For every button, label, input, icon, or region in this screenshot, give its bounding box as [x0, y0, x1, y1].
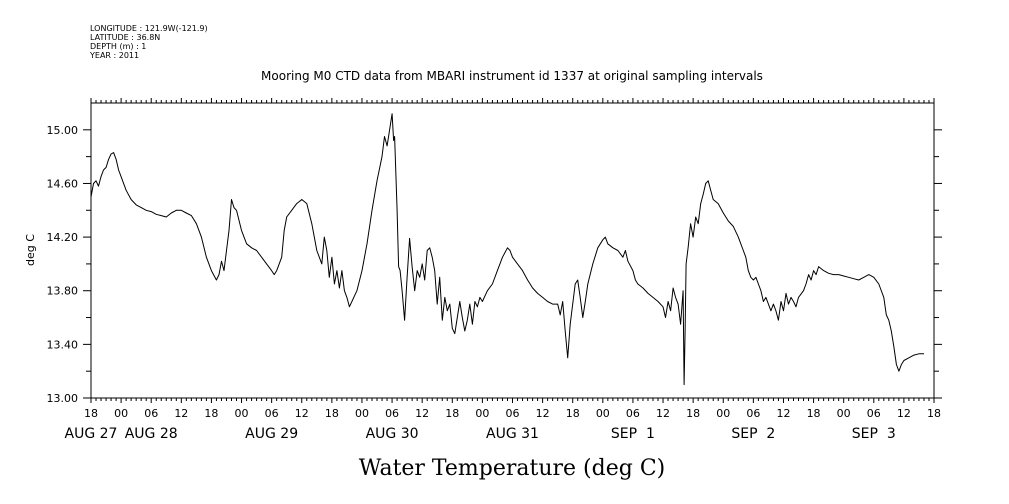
x-hour-label: 00 [475, 407, 489, 420]
x-hour-label: 18 [84, 407, 98, 420]
x-hour-label: 06 [746, 407, 760, 420]
x-hour-label: 06 [265, 407, 279, 420]
metadata-line-1: LATITUDE : 36.8N [90, 33, 160, 42]
x-day-label: AUG 31 [486, 426, 539, 442]
x-hour-label: 00 [596, 407, 610, 420]
x-day-label: SEP 1 [611, 426, 655, 442]
x-hour-label: 12 [415, 407, 429, 420]
x-hour-label: 18 [927, 407, 941, 420]
x-day-label: SEP 3 [852, 426, 896, 442]
chart-title: Mooring M0 CTD data from MBARI instrumen… [261, 69, 763, 83]
y-tick-label: 13.00 [47, 392, 79, 405]
x-hour-label: 18 [686, 407, 700, 420]
x-hour-label: 18 [204, 407, 218, 420]
y-tick-label: 14.60 [47, 177, 79, 190]
y-tick-label: 14.20 [47, 231, 79, 244]
x-day-label: AUG 28 [125, 426, 178, 442]
x-hour-label: 18 [807, 407, 821, 420]
x-hour-label: 00 [235, 407, 249, 420]
x-hour-label: 12 [656, 407, 670, 420]
data-series [90, 113, 924, 386]
x-hour-label: 06 [506, 407, 520, 420]
x-hour-label: 12 [295, 407, 309, 420]
x-day-label: SEP 2 [731, 426, 775, 442]
plot-axes [90, 98, 935, 403]
metadata-block: LONGITUDE : 121.9W(-121.9)LATITUDE : 36.… [89, 24, 208, 60]
y-axis-ticks: 13.00 13.40 13.80 14.20 14.60 15.00 [47, 124, 942, 405]
x-day-label: AUG 27 [65, 426, 118, 442]
x-day-label: AUG 29 [245, 426, 298, 442]
x-hour-label: 06 [144, 407, 158, 420]
x-hour-label: 12 [897, 407, 911, 420]
x-axis-ticks: 18 00 06 12 18 00 06 12 18 00 06 12 18 00 06 12 18 00 06 12… [65, 407, 941, 442]
x-day-label: AUG 30 [366, 426, 419, 442]
x-hour-label: 18 [566, 407, 580, 420]
x-hour-label: 06 [867, 407, 881, 420]
metadata-line-2: DEPTH (m) : 1 [90, 42, 146, 51]
x-hour-label: 12 [536, 407, 550, 420]
x-hour-label: 00 [355, 407, 369, 420]
metadata-line-0: LONGITUDE : 121.9W(-121.9) [90, 24, 208, 33]
y-tick-label: 13.40 [47, 338, 79, 351]
x-hour-label: 06 [385, 407, 399, 420]
x-hour-label: 00 [716, 407, 730, 420]
y-axis-label: deg C [24, 234, 37, 266]
x-hour-label: 18 [325, 407, 339, 420]
x-hour-label: 00 [837, 407, 851, 420]
x-hour-label: 12 [776, 407, 790, 420]
plot-frame [90, 102, 935, 399]
y-tick-label: 15.00 [47, 124, 79, 137]
x-hour-label: 18 [445, 407, 459, 420]
x-hour-label: 06 [626, 407, 640, 420]
x-axis-label: Water Temperature (deg C) [359, 456, 666, 481]
x-hour-label: 00 [114, 407, 128, 420]
series-line-0 [90, 113, 924, 386]
y-tick-label: 13.80 [47, 285, 79, 298]
metadata-line-3: YEAR : 2011 [89, 51, 139, 60]
x-hour-label: 12 [174, 407, 188, 420]
